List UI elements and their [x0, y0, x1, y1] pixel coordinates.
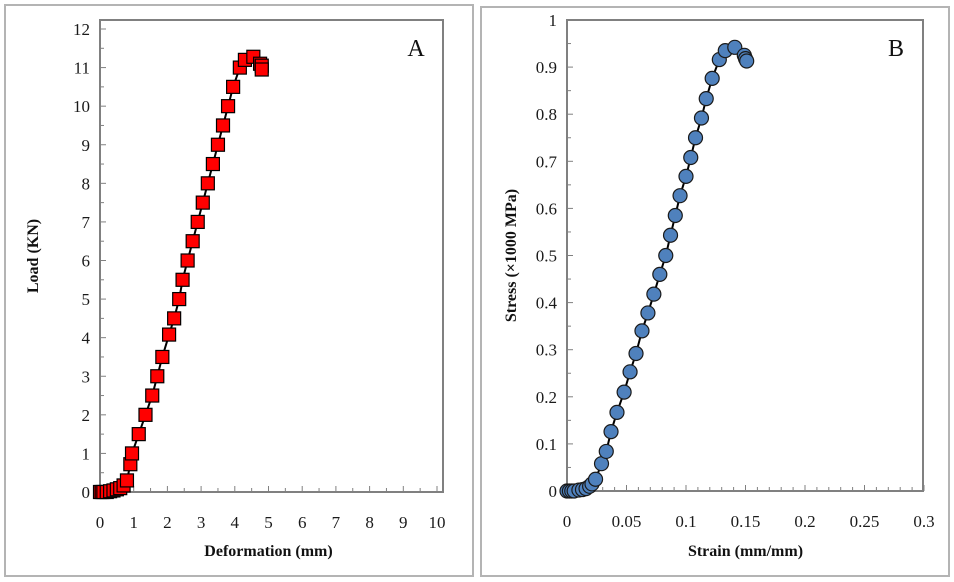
plot-area — [99, 19, 444, 493]
data-point-circle — [704, 70, 720, 87]
data-point-circle — [667, 207, 683, 224]
y-axis-title: Stress (×1000 MPa) — [503, 189, 520, 322]
data-point-square — [195, 195, 210, 210]
y-tick-label: 5 — [82, 290, 91, 309]
data-point-circle — [678, 168, 694, 184]
plot-area — [566, 19, 924, 492]
data-point-circle — [652, 266, 668, 282]
y-tick-label: 2 — [82, 406, 91, 425]
y-tick-label: 0.5 — [536, 247, 557, 266]
data-point-circle — [739, 53, 755, 69]
panel-label: A — [407, 36, 425, 62]
data-point-circle — [587, 471, 604, 487]
data-point-circle — [609, 404, 625, 420]
y-tick-label: 9 — [82, 136, 91, 155]
data-point-square — [167, 311, 182, 326]
x-axis-title: Deformation (mm) — [204, 543, 332, 560]
x-tick-label: 7 — [332, 513, 341, 532]
data-point-circle — [662, 227, 679, 243]
data-point-square — [131, 427, 146, 442]
y-tick-label: 1 — [82, 444, 91, 463]
data-point-circle — [658, 247, 674, 264]
data-point-circle — [640, 305, 656, 321]
x-tick-label: 0.2 — [794, 512, 815, 531]
chart-b: 0 0.05 0.1 0.15 0.2 0.25 0.3 0 0.1 0.2 0.3 0.4 0.5 0.… — [503, 11, 935, 560]
data-point-square — [161, 327, 177, 342]
y-tick-label: 12 — [73, 20, 90, 39]
x-tick-label: 3 — [197, 513, 206, 532]
data-point-square — [185, 234, 200, 249]
data-point-circle — [683, 149, 699, 166]
y-tick-label: 0 — [82, 483, 91, 502]
y-tick-label: 10 — [73, 97, 90, 116]
y-tick-label: 0.7 — [536, 152, 558, 171]
x-tick-label: 6 — [298, 513, 307, 532]
data-point-circle — [598, 443, 614, 460]
panel-label: B — [888, 36, 904, 62]
data-point-square — [119, 473, 135, 488]
data-point-square — [254, 62, 269, 77]
x-tick-label: 0.05 — [612, 512, 642, 531]
data-point-circle — [698, 91, 714, 107]
y-tick-label: 4 — [82, 329, 91, 348]
data-point-square — [138, 407, 153, 422]
y-tick-label: 0.3 — [536, 341, 557, 360]
y-tick-label: 0.6 — [536, 199, 557, 218]
x-tick-label: 8 — [365, 513, 374, 532]
data-point-square — [180, 253, 195, 268]
data-point-square — [175, 272, 190, 287]
y-tick-label: 0.9 — [536, 58, 557, 77]
x-tick-label: 5 — [264, 513, 273, 532]
data-point-square — [150, 369, 165, 384]
data-point-circle — [603, 424, 619, 440]
data-point-circle — [646, 286, 662, 302]
y-tick-label: 7 — [82, 213, 91, 232]
data-point-square — [220, 99, 236, 114]
data-point-square — [145, 388, 160, 403]
data-point-square — [205, 156, 220, 172]
y-tick-label: 6 — [82, 252, 91, 271]
x-tick-label: 0.3 — [913, 512, 934, 531]
y-tick-label: 0.8 — [536, 105, 557, 124]
y-tick-label: 8 — [82, 174, 91, 193]
data-point-square — [172, 291, 187, 307]
data-point-square — [190, 214, 205, 230]
data-point-circle — [687, 130, 704, 146]
x-tick-label: 0.15 — [731, 512, 761, 531]
data-point-circle — [672, 188, 688, 204]
x-tick-label: 1 — [129, 513, 138, 532]
data-point-circle — [693, 110, 710, 126]
x-tick-label: 0 — [563, 512, 572, 531]
y-tick-label: 11 — [74, 59, 90, 78]
x-axis-title: Strain (mm/mm) — [688, 543, 803, 560]
data-point-circle — [622, 364, 638, 380]
y-axis-title: Load (KN) — [25, 219, 42, 293]
y-tick-label: 0.2 — [536, 388, 557, 407]
data-point-square — [155, 349, 170, 365]
data-point-square — [226, 79, 241, 94]
y-tick-label: 0.1 — [536, 435, 557, 454]
data-point-circle — [628, 345, 644, 362]
y-tick-label: 0 — [549, 482, 558, 501]
x-tick-label: 4 — [231, 513, 240, 532]
data-point-square — [200, 176, 215, 191]
x-tick-label: 10 — [429, 513, 446, 532]
y-tick-label: 3 — [82, 367, 91, 386]
y-tick-label: 1 — [549, 11, 558, 30]
data-point-square — [210, 137, 226, 152]
data-point-square — [124, 446, 140, 461]
x-tick-label: 0 — [96, 513, 105, 532]
data-point-circle — [616, 384, 632, 400]
x-tick-label: 2 — [163, 513, 172, 532]
x-tick-label: 9 — [399, 513, 408, 532]
x-tick-label: 0.25 — [850, 512, 880, 531]
chart-a: 0 1 2 3 4 5 6 7 8 9 100123456789101112Deformation … — [25, 19, 446, 560]
y-tick-label: 0.4 — [536, 294, 558, 313]
x-tick-label: 0.1 — [675, 512, 696, 531]
data-point-circle — [634, 323, 650, 339]
data-point-square — [215, 118, 231, 133]
